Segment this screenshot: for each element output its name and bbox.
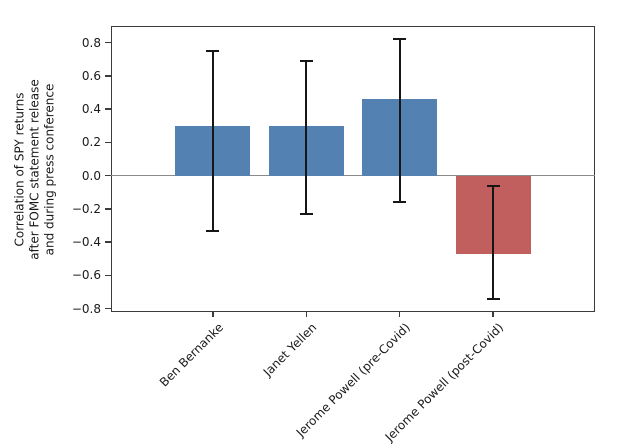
y-axis-label: Correlation of SPY returns after FOMC st… [13, 19, 58, 319]
y-tick-label-0.4: 0.4 [81, 102, 101, 117]
error-cap-high-ben-bernanke [206, 49, 220, 52]
y-tick-label-0.8: 0.8 [81, 35, 101, 50]
y-axis-label-line-3: and during press conference [42, 83, 57, 255]
y-tick-label-−0.4: −0.4 [71, 235, 101, 250]
error-cap-low-janet-yellen [299, 212, 313, 215]
y-tick-0.6 [105, 75, 111, 77]
y-tick-0.4 [105, 108, 111, 110]
y-tick-0.2 [105, 141, 111, 144]
x-tick-label-ben-bernanke: Ben Bernanke [156, 320, 227, 390]
y-tick-label-0.6: 0.6 [81, 68, 101, 83]
error-cap-low-ben-bernanke [206, 229, 220, 232]
x-tick-label-janet-yellen: Janet Yellen [260, 320, 320, 380]
error-cap-low-jerome-powell-post-covid [486, 297, 500, 300]
zero-axis-line [111, 175, 595, 177]
error-cap-high-jerome-powell-post-covid [486, 184, 500, 187]
y-tick-label-0.2: 0.2 [81, 135, 101, 150]
x-tick-jerome-powell-post-covid [492, 312, 494, 317]
error-cap-high-jerome-powell-pre-covid [393, 38, 407, 41]
y-tick-−0.4 [105, 241, 111, 243]
x-tick-jerome-powell-pre-covid [399, 312, 401, 317]
y-axis-label-line-1: Correlation of SPY returns [12, 91, 27, 247]
y-tick-label-−0.6: −0.6 [71, 268, 101, 283]
y-tick-−0.6 [105, 274, 111, 277]
error-bar-jerome-powell-post-covid [492, 185, 495, 299]
error-bar-jerome-powell-pre-covid [398, 39, 401, 203]
error-cap-low-jerome-powell-pre-covid [393, 201, 407, 204]
y-axis-label-line-2: after FOMC statement release [27, 78, 42, 260]
y-tick-0.0 [105, 174, 111, 177]
x-tick-ben-bernanke [212, 312, 214, 317]
error-bar-ben-bernanke [211, 50, 214, 231]
x-tick-janet-yellen [305, 312, 307, 317]
y-tick-−0.8 [105, 307, 111, 310]
y-tick-−0.2 [105, 208, 111, 210]
error-cap-high-janet-yellen [299, 59, 313, 62]
y-tick-0.8 [105, 41, 111, 44]
y-tick-label-−0.2: −0.2 [71, 201, 101, 216]
error-bar-janet-yellen [305, 60, 308, 214]
y-tick-label-0.0: 0.0 [81, 168, 101, 183]
y-tick-label-−0.8: −0.8 [71, 301, 101, 316]
